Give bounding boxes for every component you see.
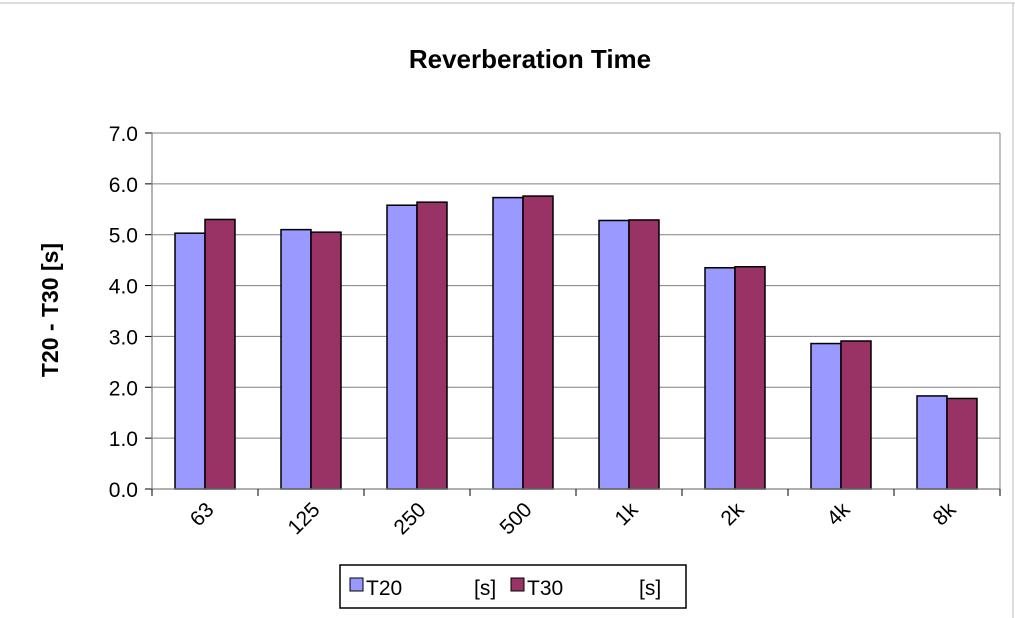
legend-swatch-t20	[349, 577, 364, 592]
x-tick-label: 1k	[611, 498, 643, 530]
bar-t20-1k	[598, 219, 630, 490]
bar-t20-4k	[810, 342, 842, 490]
y-axis-label: T20 - T30 [s]	[37, 243, 63, 377]
x-tick-label: 500	[495, 498, 536, 539]
bar-t20-63	[174, 232, 206, 490]
bar-t20-500	[492, 196, 524, 490]
bar-t30-2k	[734, 266, 766, 490]
bar-t30-125	[310, 231, 342, 490]
legend-label-t20: T20	[366, 577, 402, 600]
x-tick-label: 4k	[823, 498, 855, 530]
y-tick-label: 2.0	[109, 377, 138, 400]
bar-t30-4k	[840, 340, 872, 490]
y-tick-label: 3.0	[109, 326, 138, 349]
y-tick-labels: 0.0 1.0 2.0 3.0 4.0 5.0 6.0 7.0	[109, 123, 138, 502]
bars	[174, 195, 978, 490]
bar-t30-250	[416, 201, 448, 490]
y-tick-label: 1.0	[109, 428, 138, 451]
bar-t30-8k	[946, 397, 978, 490]
gridlines	[152, 132, 1000, 439]
x-tick-label: 8k	[929, 498, 961, 530]
x-tick-label: 125	[283, 498, 324, 539]
legend-unit-t20: [s]	[474, 577, 496, 600]
y-tick-label: 7.0	[109, 123, 138, 146]
bar-t20-8k	[916, 395, 948, 490]
axes	[145, 132, 1001, 496]
bar-t30-1k	[628, 219, 660, 490]
x-tick-label: 2k	[717, 498, 749, 530]
y-tick-label: 5.0	[109, 225, 138, 248]
chart-title: Reverberation Time	[409, 44, 651, 74]
legend-unit-t30: [s]	[639, 577, 661, 600]
legend: T20 [s] T30 [s]	[339, 564, 687, 609]
x-tick-labels: 63 125 250 500 1k 2k 4k 8k	[186, 498, 961, 539]
bar-t30-63	[204, 218, 236, 490]
legend-swatch-t30	[510, 577, 525, 592]
y-tick-label: 0.0	[109, 479, 138, 502]
bar-t20-2k	[704, 267, 736, 490]
bar-t20-125	[280, 228, 312, 490]
legend-label-t30: T30	[527, 577, 563, 600]
x-tick-label: 63	[186, 498, 219, 531]
x-tick-label: 250	[389, 498, 430, 539]
y-tick-label: 4.0	[109, 276, 138, 299]
bar-t30-500	[522, 195, 554, 490]
y-tick-label: 6.0	[109, 174, 138, 197]
bar-t20-250	[386, 204, 418, 490]
